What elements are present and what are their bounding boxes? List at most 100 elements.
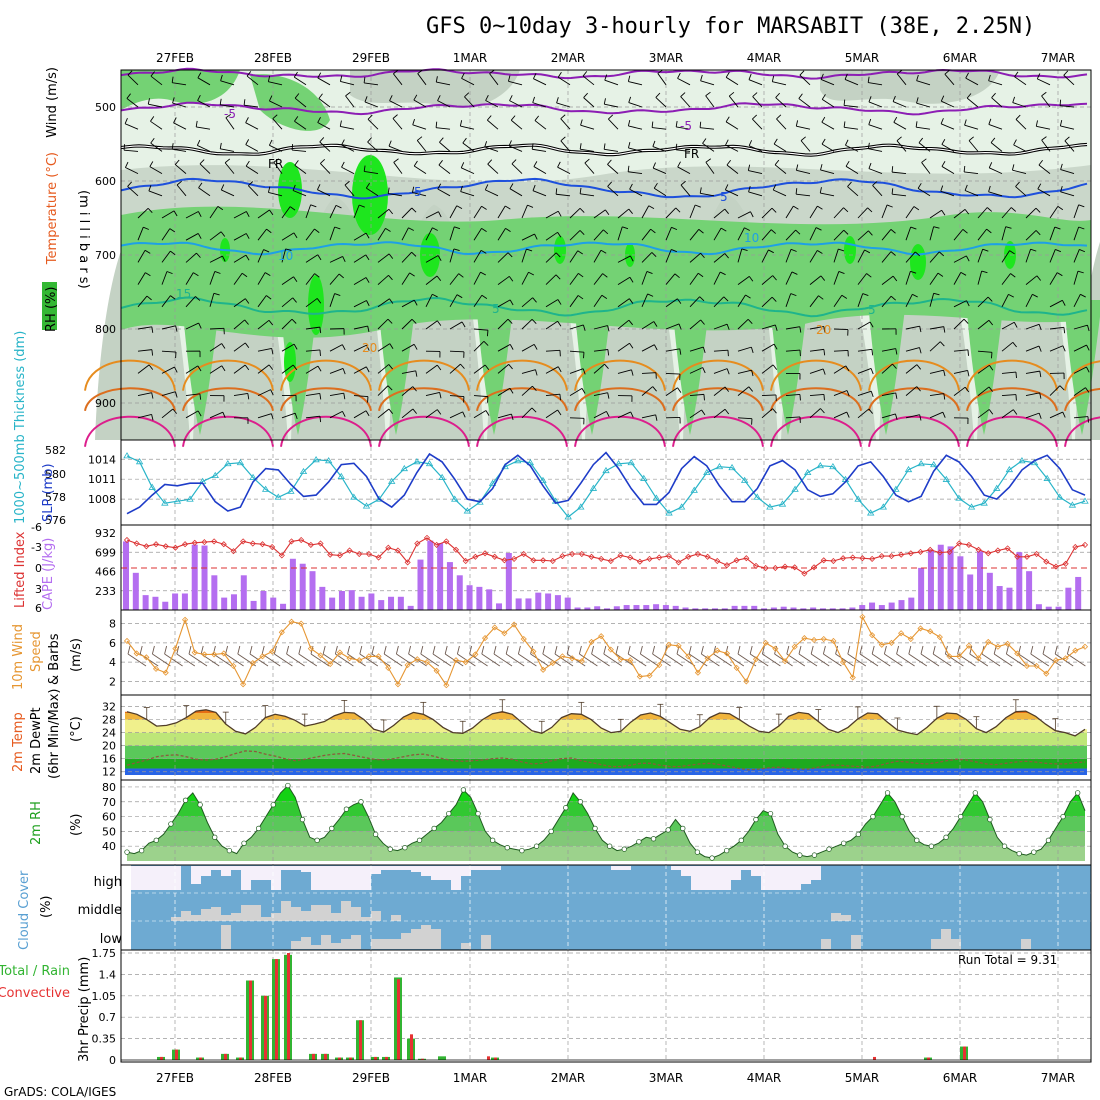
- cloud-high-bar: [251, 866, 261, 880]
- wind-barb: [905, 206, 915, 219]
- wind-barb-flag: [508, 364, 513, 370]
- wind-barb: [545, 349, 561, 352]
- cloud-high-bar: [621, 866, 631, 870]
- wind10-point: [346, 655, 353, 662]
- wind-barb: [991, 97, 1003, 108]
- wind-barb: [401, 207, 413, 219]
- wind-barb: [617, 298, 630, 308]
- wind-barb-flag: [462, 411, 466, 418]
- wind-barb: [1041, 139, 1051, 152]
- wind-barb: [281, 206, 291, 219]
- wind10-barb-flag: [737, 645, 741, 655]
- cloud-layer-high: high: [94, 875, 122, 890]
- wind-barb-flag: [1062, 345, 1066, 352]
- wind-barb-flag: [800, 136, 806, 141]
- wind-barb-flag: [557, 210, 562, 217]
- rh2m-point: [753, 816, 759, 823]
- rh2m-point: [299, 816, 306, 823]
- wind-barb-flag: [198, 182, 203, 189]
- wind-barb: [772, 81, 787, 86]
- wind-barb-flag: [557, 161, 561, 168]
- wind-barb-flag: [608, 114, 614, 120]
- rh2m-point: [138, 847, 145, 854]
- wind-barb-flag: [657, 69, 663, 74]
- wind-barb: [977, 207, 988, 219]
- precip-ylabel-c: 3hr Precip (mm): [77, 957, 92, 1062]
- cape-bar: [505, 552, 512, 610]
- wind10-point: [172, 645, 179, 652]
- bottom-date-label: 5MAR: [845, 1071, 880, 1085]
- thickness-point: [652, 494, 661, 501]
- wind-barb: [641, 293, 648, 307]
- li-point: [375, 554, 382, 561]
- wind-barb: [233, 298, 246, 308]
- wind-barb-flag: [436, 364, 442, 371]
- wind-barb-flag: [224, 158, 231, 164]
- wind10-point: [956, 653, 963, 660]
- slp-line: [126, 451, 1086, 515]
- wind-barb: [705, 161, 715, 174]
- wind-barb: [533, 78, 547, 86]
- wind10-barb-flag: [200, 645, 204, 655]
- wind10-barb: [932, 653, 952, 667]
- wind-barb: [977, 249, 984, 263]
- wind-barb-flag: [245, 139, 250, 145]
- wind10-barb: [835, 653, 854, 667]
- wind-barb: [725, 76, 739, 86]
- wind-barb-flag: [527, 204, 534, 208]
- wind-barb-flag: [438, 211, 442, 218]
- wind-barb-flag: [1010, 207, 1017, 212]
- wind-barb: [977, 296, 989, 308]
- wind-barb: [1012, 169, 1027, 175]
- wind-barb-flag: [170, 250, 176, 256]
- wind-barb-flag: [388, 208, 394, 215]
- thickness-point: [980, 499, 988, 506]
- wind-barb: [257, 319, 270, 330]
- precip-conv-bar: [175, 1049, 178, 1060]
- wind10-point: [240, 681, 247, 688]
- isotherm-label-15: 15: [176, 287, 191, 301]
- rh2m-point: [870, 813, 876, 820]
- wind-barb-flag: [770, 229, 777, 234]
- precip-conv-bar: [359, 1020, 362, 1060]
- li-point: [240, 538, 247, 545]
- thickness-point: [778, 500, 787, 507]
- precip-conv-bar: [324, 1053, 327, 1060]
- wind-barb-flag: [967, 349, 969, 356]
- wind-barb-flag: [651, 252, 657, 258]
- cape-bar: [1026, 571, 1033, 610]
- wind-barb: [484, 146, 499, 152]
- precip-ylabel-b: Convective: [0, 986, 70, 1001]
- wind-barb-flag: [981, 270, 988, 274]
- wind-barb: [401, 272, 410, 285]
- wind-barb: [655, 97, 667, 108]
- wind-barb-flag: [627, 75, 631, 82]
- cape-bar: [682, 607, 689, 610]
- wind10-barb-flag: [700, 645, 704, 655]
- li-point: [878, 553, 885, 560]
- wind-barb-flag: [245, 298, 250, 304]
- wind-barb: [881, 363, 893, 374]
- upper-ylabel-rh: RH (%): [44, 287, 59, 332]
- wind-barb-flag: [1059, 120, 1063, 127]
- wind-barb: [929, 209, 942, 219]
- wind10-barb-flag: [383, 645, 387, 655]
- cape-bar: [643, 605, 650, 610]
- wind-barb-flag: [653, 344, 658, 351]
- wind-barb-flag: [584, 158, 590, 164]
- cloud-low-bar: [481, 935, 491, 949]
- wind-barb: [725, 189, 739, 197]
- wind-barb-flag: [1010, 273, 1016, 278]
- wind-barb: [977, 386, 990, 396]
- wind-barb: [401, 227, 409, 241]
- cloud-units: (%): [39, 896, 54, 919]
- li-point: [162, 543, 169, 550]
- wind-barb-flag: [435, 121, 438, 128]
- wind-barb-flag: [607, 392, 610, 399]
- wind10-point: [578, 658, 585, 665]
- wind-barb: [737, 417, 753, 420]
- wind10-barb-flag: [957, 645, 961, 655]
- wind10-point: [162, 669, 169, 676]
- li-point: [1072, 543, 1079, 551]
- wind-barb: [593, 250, 602, 263]
